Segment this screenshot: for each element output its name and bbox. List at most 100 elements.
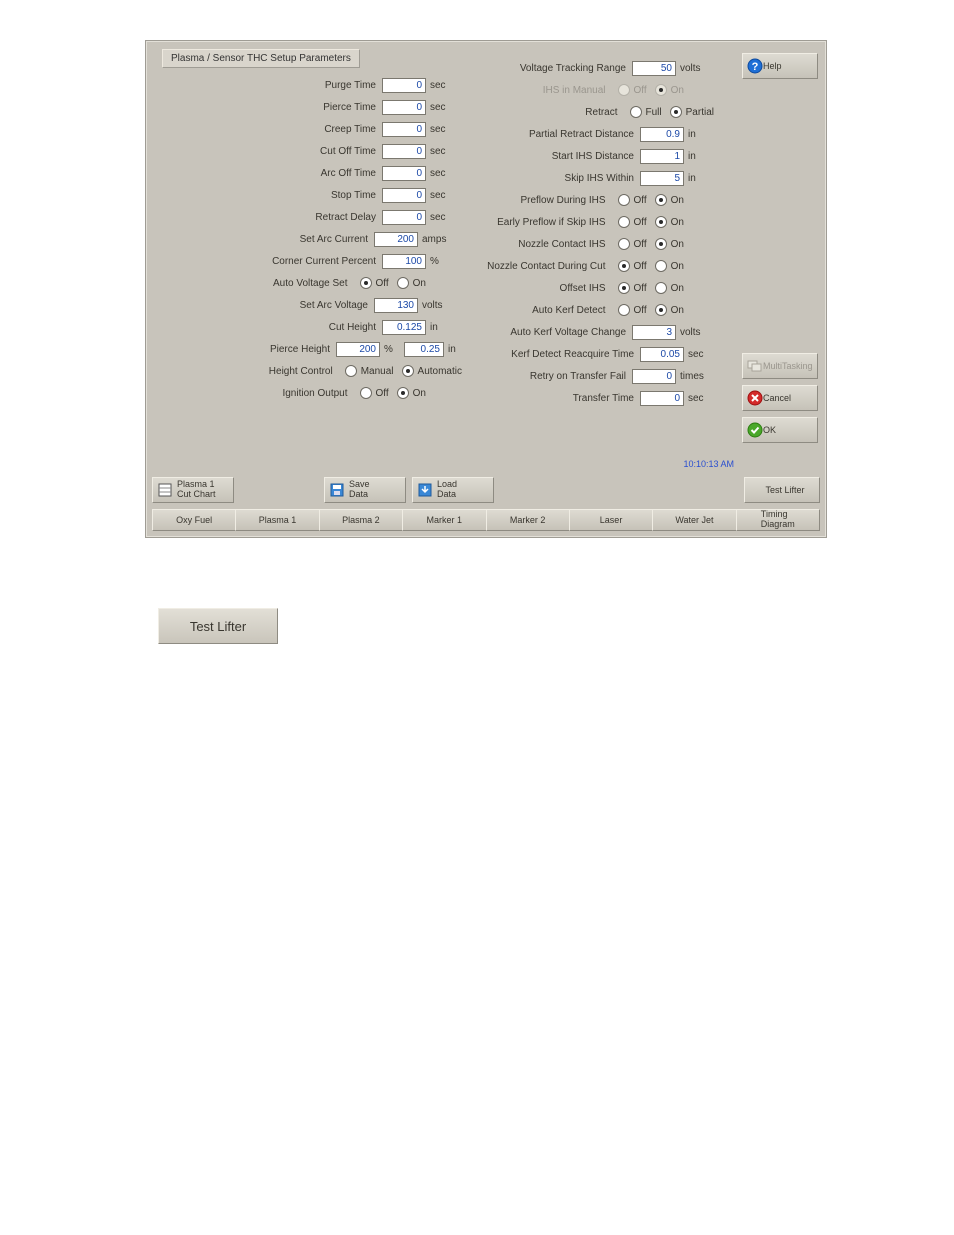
multitasking-button[interactable]: MultiTasking [742,353,818,379]
radio-label: Manual [361,366,394,377]
radio-retract-partial[interactable] [670,106,682,118]
input-creep-time[interactable] [382,122,426,137]
radio-height-control-automatic[interactable] [402,365,414,377]
unit-start-ihs-distance: in [688,151,714,162]
tab-marker-1[interactable]: Marker 1 [402,509,485,531]
radio-label: Off [634,261,647,272]
row-early-preflow-if-skip-ihs: Early Preflow if Skip IHS Off On [470,211,720,233]
tab-plasma-1[interactable]: Plasma 1 [235,509,318,531]
radio-auto-voltage-set-off[interactable] [360,277,372,289]
radio-ignition-output-on[interactable] [397,387,409,399]
label-ihs-in-manual: IHS in Manual [470,85,608,96]
radio-nozzle-contact-cut-off[interactable] [618,260,630,272]
input-cut-off-time[interactable] [382,144,426,159]
row-auto-kerf-voltage-change: Auto Kerf Voltage Change volts [470,321,720,343]
thc-setup-panel: Plasma / Sensor THC Setup Parameters Pur… [145,40,827,538]
test-lifter-standalone-button[interactable]: Test Lifter [158,608,278,644]
help-button[interactable]: ? Help [742,53,818,79]
row-stop-time: Stop Time sec [152,184,462,206]
right-column: Voltage Tracking Range volts IHS in Manu… [470,47,720,409]
input-start-ihs-distance[interactable] [640,149,684,164]
radio-label: Off [376,388,389,399]
test-lifter-button[interactable]: Test Lifter [744,477,820,503]
unit-skip-ihs-within: in [688,173,714,184]
radio-ignition-output-off[interactable] [360,387,372,399]
radio-label: On [671,85,684,96]
unit-set-arc-current: amps [422,234,456,245]
radio-nozzle-contact-ihs-off[interactable] [618,238,630,250]
label-cut-height: Cut Height [152,322,378,333]
ok-button[interactable]: OK [742,417,818,443]
tab-water-jet[interactable]: Water Jet [652,509,735,531]
label-set-arc-current: Set Arc Current [152,234,370,245]
input-retract-delay[interactable] [382,210,426,225]
tab-oxy-fuel[interactable]: Oxy Fuel [152,509,235,531]
radio-preflow-during-ihs-on[interactable] [655,194,667,206]
row-set-arc-current: Set Arc Current amps [152,228,462,250]
radio-early-preflow-on[interactable] [655,216,667,228]
row-auto-voltage-set: Auto Voltage Set Off On [152,272,462,294]
row-nozzle-contact-during-cut: Nozzle Contact During Cut Off On [470,255,720,277]
input-purge-time[interactable] [382,78,426,93]
cancel-label: Cancel [763,393,791,403]
input-pierce-height[interactable] [336,342,380,357]
input-voltage-tracking-range[interactable] [632,61,676,76]
input-retry-on-transfer-fail[interactable] [632,369,676,384]
sidebar-buttons: ? Help MultiTasking Cancel [742,47,818,449]
label-creep-time: Creep Time [152,124,378,135]
unit-stop-time: sec [430,190,456,201]
tab-marker-2[interactable]: Marker 2 [486,509,569,531]
row-height-control: Height Control Manual Automatic [152,360,462,382]
input-set-arc-current[interactable] [374,232,418,247]
row-cut-off-time: Cut Off Time sec [152,140,462,162]
label-auto-kerf-voltage-change: Auto Kerf Voltage Change [470,327,628,338]
label-start-ihs-distance: Start IHS Distance [470,151,636,162]
label-pierce-time: Pierce Time [152,102,378,113]
row-partial-retract-distance: Partial Retract Distance in [470,123,720,145]
radio-auto-kerf-off[interactable] [618,304,630,316]
row-arc-off-time: Arc Off Time sec [152,162,462,184]
input-set-arc-voltage[interactable] [374,298,418,313]
radio-nozzle-contact-ihs-on[interactable] [655,238,667,250]
input-partial-retract-distance[interactable] [640,127,684,142]
radio-label: On [671,217,684,228]
tab-laser[interactable]: Laser [569,509,652,531]
row-retract-delay: Retract Delay sec [152,206,462,228]
label-purge-time: Purge Time [152,80,378,91]
radio-nozzle-contact-cut-on[interactable] [655,260,667,272]
input-kerf-detect-reacquire-time[interactable] [640,347,684,362]
radio-label: Off [634,195,647,206]
chart-icon [157,482,173,498]
radio-offset-ihs-on[interactable] [655,282,667,294]
save-data-button[interactable]: Save Data [324,477,406,503]
radio-preflow-during-ihs-off[interactable] [618,194,630,206]
tab-timing-diagram[interactable]: Timing Diagram [736,509,820,531]
radio-auto-kerf-on[interactable] [655,304,667,316]
tab-plasma-2[interactable]: Plasma 2 [319,509,402,531]
radio-offset-ihs-off[interactable] [618,282,630,294]
unit-arc-off-time: sec [430,168,456,179]
input-corner-current-percent[interactable] [382,254,426,269]
input-arc-off-time[interactable] [382,166,426,181]
input-skip-ihs-within[interactable] [640,171,684,186]
input-transfer-time[interactable] [640,391,684,406]
radio-height-control-manual[interactable] [345,365,357,377]
radio-auto-voltage-set-on[interactable] [397,277,409,289]
radio-retract-full[interactable] [630,106,642,118]
label-preflow-during-ihs: Preflow During IHS [470,195,608,206]
radio-early-preflow-off[interactable] [618,216,630,228]
multitasking-label: MultiTasking [763,361,813,371]
load-data-button[interactable]: Load Data [412,477,494,503]
input-auto-kerf-voltage-change[interactable] [632,325,676,340]
input-pierce-height-extra[interactable] [404,342,444,357]
unit-voltage-tracking-range: volts [680,63,714,74]
input-cut-height[interactable] [382,320,426,335]
cancel-button[interactable]: Cancel [742,385,818,411]
input-pierce-time[interactable] [382,100,426,115]
label-nozzle-contact-during-cut: Nozzle Contact During Cut [470,261,608,272]
input-stop-time[interactable] [382,188,426,203]
svg-text:?: ? [752,61,759,73]
row-ihs-in-manual: IHS in Manual Off On [470,79,720,101]
plasma1-cut-chart-button[interactable]: Plasma 1 Cut Chart [152,477,234,503]
row-transfer-time: Transfer Time sec [470,387,720,409]
